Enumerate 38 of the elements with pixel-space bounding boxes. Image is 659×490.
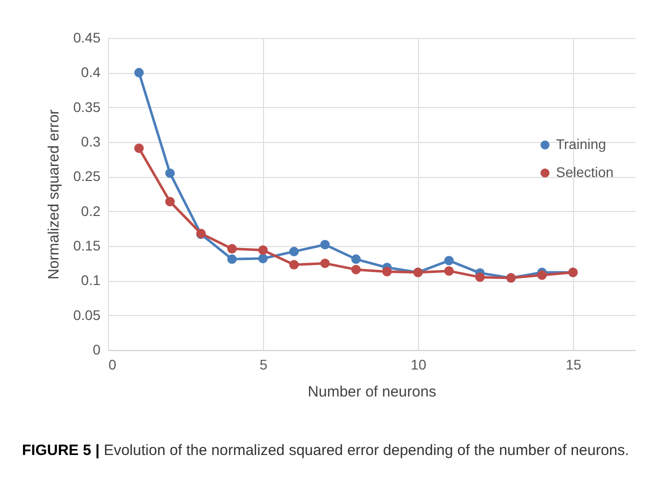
point [134, 144, 144, 153]
point [444, 266, 454, 276]
point [165, 168, 175, 178]
y-tick-label: 0.3 [81, 134, 101, 150]
y-tick-label: 0.45 [73, 30, 101, 46]
caption: FIGURE 5 | Evolution of the normalized squared error depending of the number of neurons. [22, 441, 630, 461]
point [258, 245, 268, 255]
point [227, 254, 237, 264]
point [320, 258, 330, 268]
y-tick-label: 0.4 [81, 64, 101, 80]
y-axis-title: Normalized squared error [45, 109, 62, 280]
point [227, 244, 237, 254]
point [258, 254, 268, 264]
point [475, 272, 485, 282]
point [537, 270, 547, 280]
x-tick-label: 10 [410, 356, 426, 372]
point [289, 260, 299, 270]
point [289, 246, 299, 256]
point [351, 254, 361, 264]
x-tick-label: 15 [566, 356, 582, 372]
y-tick-label: 0.15 [73, 238, 101, 254]
point [134, 68, 144, 78]
y-tick-label: 0.05 [73, 306, 101, 323]
x-axis-title: Number of neurons [308, 384, 436, 400]
x-tick-label: 5 [260, 356, 268, 372]
point [351, 264, 361, 274]
x-tick-label: 0 [108, 356, 116, 372]
point [320, 240, 330, 250]
legend-label: Selection [556, 164, 614, 180]
y-tick-label: 0.35 [73, 98, 101, 115]
y-tick-label: 0.2 [81, 202, 101, 219]
y-tick-label: 0 [92, 342, 101, 358]
y-tick-label: 0.25 [73, 168, 101, 184]
point [444, 256, 454, 266]
y-tick-label: 0.1 [81, 272, 101, 288]
point [165, 196, 175, 206]
point [382, 266, 392, 276]
legend-label: Training [556, 136, 606, 152]
